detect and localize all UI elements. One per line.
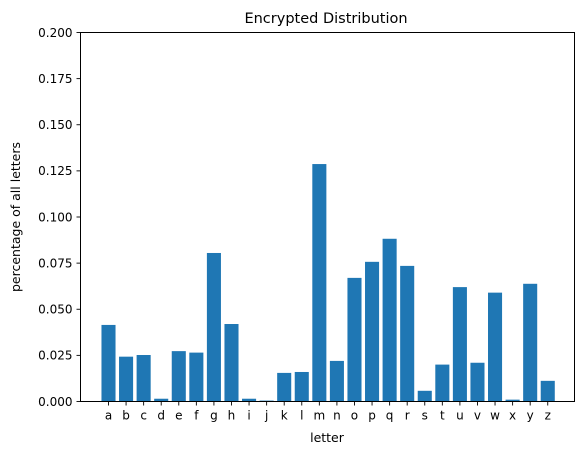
y-tick-label: 0.125 bbox=[38, 164, 72, 178]
bar-a bbox=[101, 324, 116, 402]
y-tick-label: 0.050 bbox=[38, 303, 72, 317]
x-tick-label: m bbox=[313, 409, 325, 423]
chart-title: Encrypted Distribution bbox=[244, 11, 407, 27]
bar-f bbox=[189, 352, 204, 402]
y-tick-label: 0.150 bbox=[38, 118, 72, 132]
x-tick-label: c bbox=[140, 409, 147, 423]
y-tick-label: 0.175 bbox=[38, 72, 72, 86]
x-tick-label: t bbox=[440, 409, 445, 423]
x-tick-label: z bbox=[545, 409, 551, 423]
plot-frame bbox=[80, 32, 575, 402]
bar-v bbox=[470, 362, 485, 402]
y-axis-label: percentage of all letters bbox=[8, 142, 23, 292]
bar-c bbox=[136, 355, 151, 402]
x-tick-label: x bbox=[509, 409, 516, 423]
bar-b bbox=[119, 356, 134, 402]
x-tick-label: l bbox=[300, 409, 303, 423]
x-tick-label: b bbox=[122, 409, 130, 423]
x-tick-label: n bbox=[333, 409, 341, 423]
bar-t bbox=[435, 364, 450, 402]
bar-l bbox=[294, 371, 309, 402]
x-tick-label: k bbox=[281, 409, 288, 423]
x-tick-label: d bbox=[157, 409, 165, 423]
y-tick-label: 0.075 bbox=[38, 256, 72, 270]
bar-n bbox=[329, 360, 344, 402]
x-tick-label: q bbox=[386, 409, 394, 423]
bar-e bbox=[171, 351, 186, 402]
x-tick-label: o bbox=[351, 409, 358, 423]
bar-r bbox=[400, 265, 415, 402]
bar-i bbox=[242, 398, 257, 402]
bar-d bbox=[154, 398, 169, 402]
bar-h bbox=[224, 324, 239, 402]
x-tick-label: p bbox=[368, 409, 376, 423]
bar-z bbox=[540, 380, 555, 402]
bar-u bbox=[452, 287, 467, 402]
x-tick-label: f bbox=[194, 409, 199, 423]
bar-m bbox=[312, 164, 327, 402]
x-tick-label: v bbox=[474, 409, 481, 423]
x-tick-label: a bbox=[105, 409, 112, 423]
bar-y bbox=[523, 283, 538, 402]
y-tick-label: 0.025 bbox=[38, 349, 72, 363]
bar-o bbox=[347, 277, 362, 402]
bar-g bbox=[206, 252, 221, 402]
y-tick-label: 0.100 bbox=[38, 210, 72, 224]
x-tick-label: e bbox=[175, 409, 182, 423]
x-tick-label: u bbox=[456, 409, 464, 423]
x-tick-label: s bbox=[422, 409, 428, 423]
bar-q bbox=[382, 238, 397, 402]
bar-w bbox=[488, 292, 503, 402]
y-tick-label: 0.200 bbox=[38, 26, 72, 40]
x-tick-label: y bbox=[527, 409, 534, 423]
x-tick-label: h bbox=[228, 409, 236, 423]
x-tick-label: r bbox=[405, 409, 410, 423]
bar-k bbox=[277, 372, 292, 402]
x-tick-label: w bbox=[490, 409, 500, 423]
y-tick-label: 0.000 bbox=[38, 395, 72, 409]
x-axis-label: letter bbox=[310, 430, 345, 445]
bar-p bbox=[365, 261, 380, 402]
bar-x bbox=[505, 399, 520, 402]
x-tick-label: j bbox=[264, 409, 268, 423]
x-tick-label: i bbox=[247, 409, 250, 423]
bar-s bbox=[417, 390, 432, 402]
x-tick-label: g bbox=[210, 409, 218, 423]
